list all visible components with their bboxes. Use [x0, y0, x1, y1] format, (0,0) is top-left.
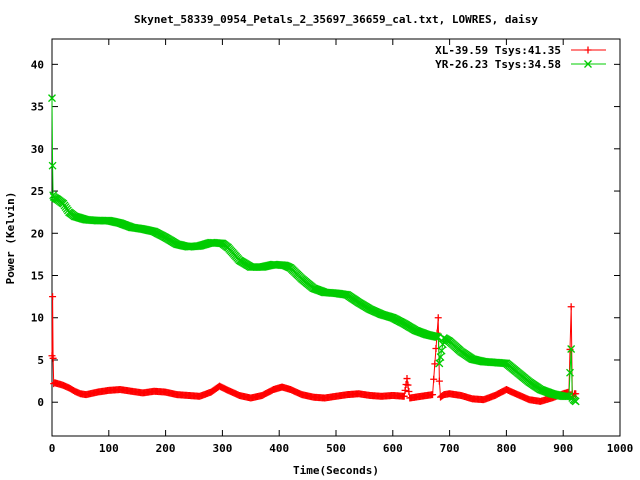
data-point: [561, 392, 570, 401]
data-point: [572, 390, 580, 398]
data-point: [567, 303, 575, 311]
data-point: [562, 392, 571, 401]
data-point: [429, 391, 437, 399]
data-point: [435, 377, 443, 385]
data-point: [566, 368, 574, 377]
chart-title: Skynet_58339_0954_Petals_2_35697_36659_c…: [134, 13, 538, 26]
data-point: [49, 293, 57, 301]
data-point: [563, 392, 572, 401]
data-point: [431, 360, 439, 368]
y-tick-label: 30: [31, 143, 44, 156]
y-tick-label: 10: [31, 312, 44, 325]
x-tick-label: 300: [212, 442, 232, 455]
data-point: [435, 359, 444, 368]
axis-ticks: 0 100 200 300 400 500 600 700 800 900 1000 0 5 10 15 20…: [31, 39, 634, 455]
y-axis-label: Power (Kelvin): [4, 192, 17, 285]
legend-marker: [584, 46, 592, 54]
data-point: [404, 381, 412, 389]
y-tick-label: 25: [31, 185, 44, 198]
x-tick-label: 700: [440, 442, 460, 455]
data-point: [437, 346, 446, 355]
data-point: [434, 314, 442, 322]
x-tick-label: 500: [326, 442, 346, 455]
plot-frame: [51, 38, 621, 437]
series-1: [48, 293, 580, 405]
x-tick-label: 100: [99, 442, 119, 455]
data-point: [403, 375, 411, 383]
data-point: [571, 397, 580, 406]
x-tick-label: 900: [553, 442, 573, 455]
data-point: [405, 388, 413, 396]
legend-label: XL-39.59 Tsys:41.35: [435, 44, 561, 57]
x-tick-label: 200: [156, 442, 176, 455]
x-axis-label: Time(Seconds): [293, 464, 379, 477]
y-tick-label: 5: [37, 354, 44, 367]
x-tick-label: 400: [269, 442, 289, 455]
data-point: [215, 239, 223, 248]
series-2: [48, 94, 580, 406]
data-point: [400, 392, 408, 400]
data-point: [49, 354, 57, 362]
data-point: [48, 94, 56, 103]
x-tick-label: 0: [49, 442, 56, 455]
x-tick-label: 1000: [607, 442, 634, 455]
legend-label: YR-26.23 Tsys:34.58: [435, 58, 561, 71]
data-point: [436, 353, 445, 361]
series-layer: [48, 94, 580, 406]
data-point: [401, 386, 409, 394]
legend-marker: [584, 60, 592, 68]
data-point: [48, 161, 57, 170]
x-tick-label: 800: [496, 442, 516, 455]
data-point: [430, 375, 438, 383]
y-tick-label: 20: [31, 227, 44, 240]
data-point: [499, 359, 507, 368]
y-tick-label: 40: [31, 58, 44, 71]
y-tick-label: 15: [31, 270, 44, 283]
series-line: [51, 296, 576, 402]
y-tick-label: 35: [31, 101, 44, 114]
x-tick-label: 600: [383, 442, 403, 455]
y-tick-label: 0: [37, 396, 44, 409]
data-point: [567, 345, 576, 353]
series-line: [51, 98, 577, 402]
